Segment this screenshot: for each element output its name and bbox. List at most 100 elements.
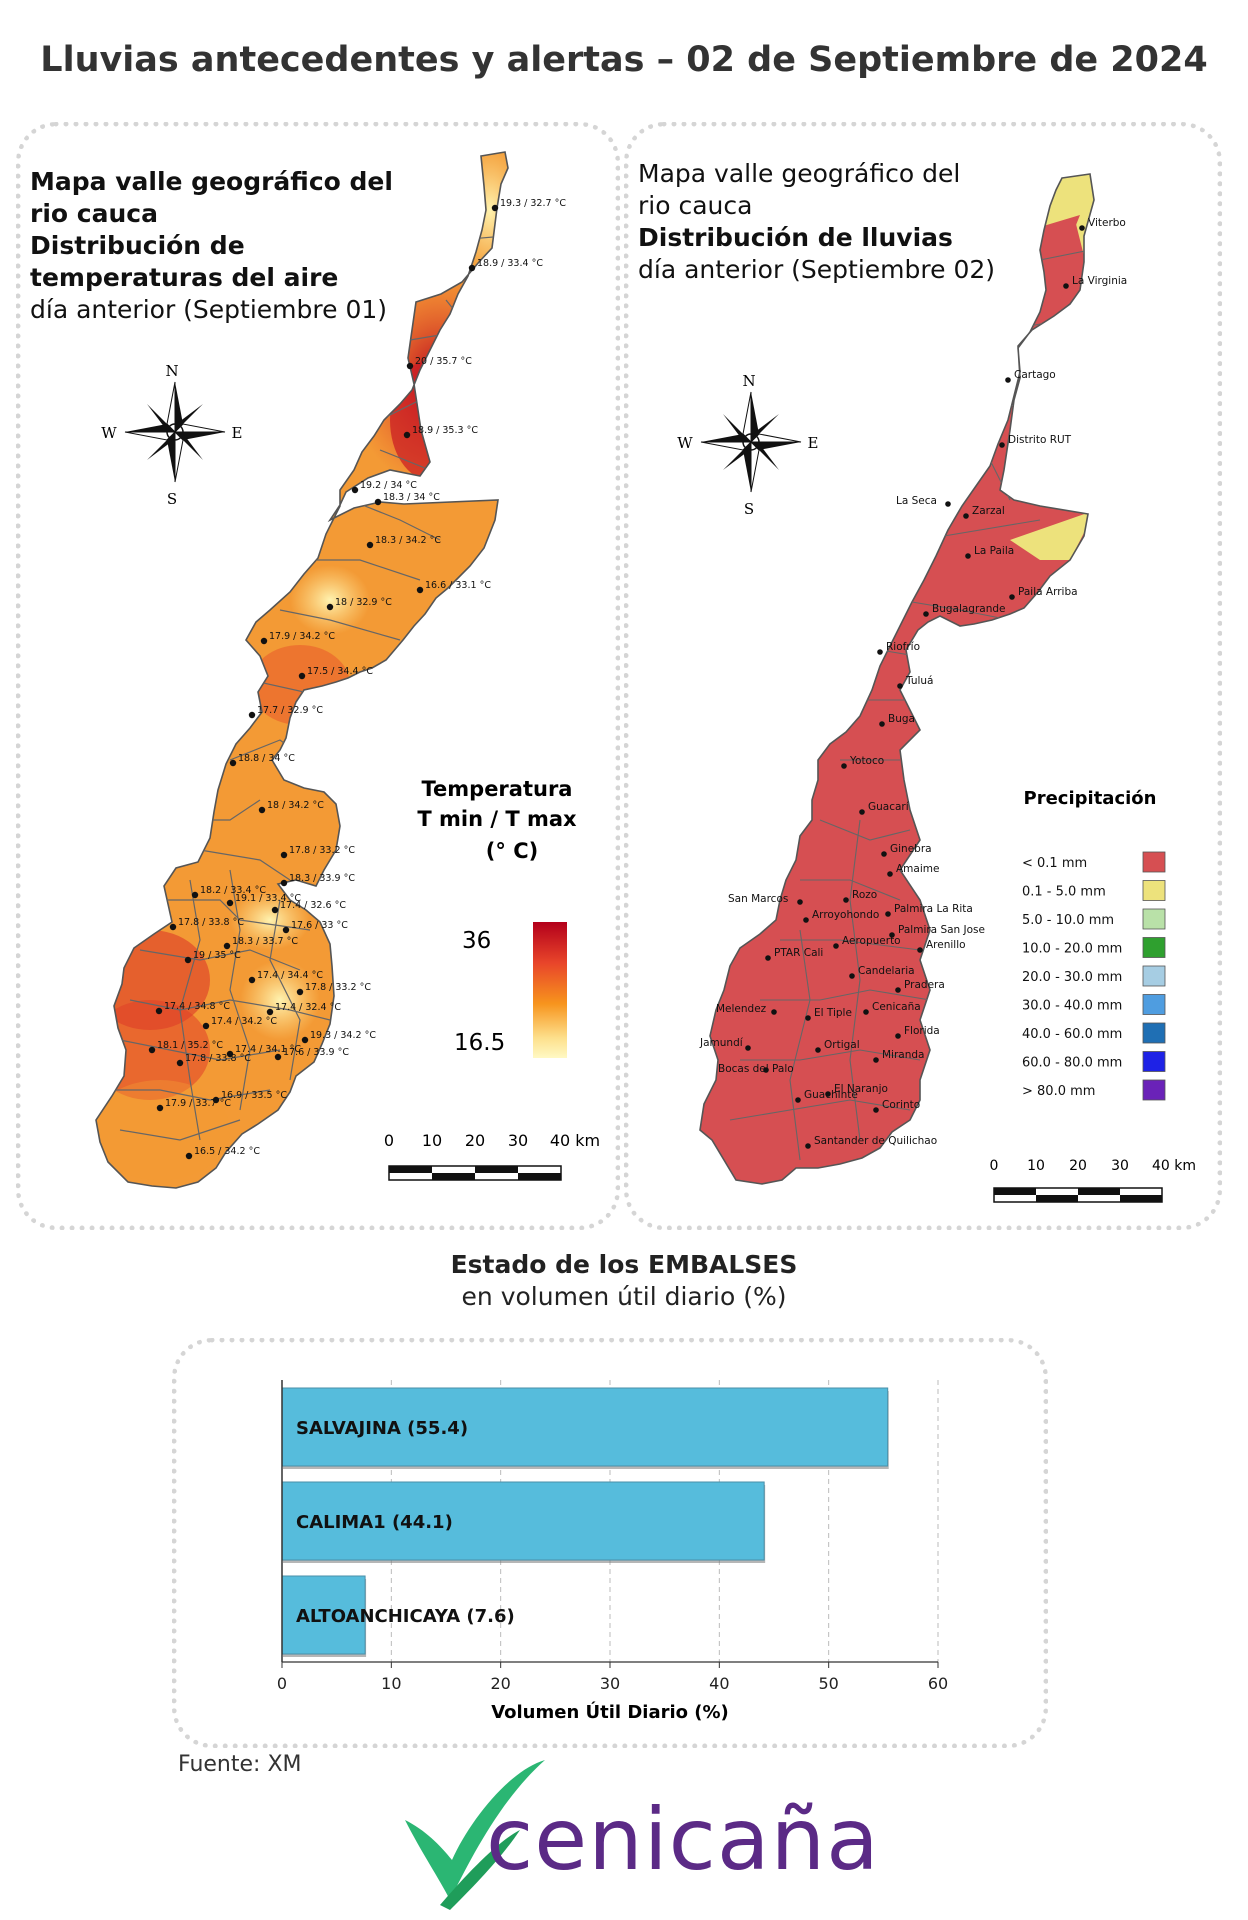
temperature-station-label: 18.9 / 35.3 °C (412, 425, 478, 436)
rain-station-label: Cartago (1014, 369, 1056, 381)
temperature-station-dot (274, 1053, 282, 1061)
temperature-station-dot (229, 759, 237, 767)
temperature-station-dot (416, 586, 424, 594)
temperature-station-dot (280, 851, 288, 859)
rain-station-dot (1009, 594, 1015, 600)
rain-station-label: Miranda (882, 1049, 924, 1061)
rain-legend-swatch (1142, 1022, 1166, 1044)
rain-legend-label: < 0.1 mm (1022, 856, 1087, 871)
rain-station-dot (877, 649, 883, 655)
rain-legend-swatch (1142, 965, 1166, 987)
reservoir-section-title: Estado de los EMBALSES (450, 1250, 798, 1279)
temperature-station-dot (491, 204, 499, 212)
temperature-station-dot (155, 1007, 163, 1015)
temperature-station-dot (403, 431, 411, 439)
rain-legend-label: 60.0 - 80.0 mm (1022, 1056, 1122, 1071)
valley-outline-right (699, 173, 1095, 1185)
temperature-station-label: 18.2 / 33.4 °C (200, 885, 266, 896)
rain-station-dot (745, 1045, 751, 1051)
temperature-station-dot (282, 926, 290, 934)
scale-bar-right: 0 10 20 30 40 km (990, 1158, 1196, 1203)
temperature-station-label: 17.4 / 34.8 °C (164, 1001, 230, 1012)
temperature-station-dot (156, 1104, 164, 1112)
rain-station-label: Riofrío (886, 641, 920, 653)
rainfall-map-title-line2: rio cauca (638, 191, 753, 220)
rain-station-dot (797, 899, 803, 905)
scale-right-0: 0 (990, 1158, 999, 1174)
temperature-station-label: 18.3 / 34.2 °C (375, 535, 441, 546)
rain-station-label: Paila Arriba (1018, 586, 1078, 598)
scale-right-20: 20 (1069, 1158, 1087, 1174)
temperature-station-label: 17.4 / 34.2 °C (211, 1016, 277, 1027)
rain-station-label: La Virginia (1072, 275, 1127, 287)
rain-station-dot (843, 897, 849, 903)
compass-e-label-right: E (808, 434, 819, 452)
rain-station-label: Yotoco (849, 755, 884, 767)
temp-legend-min: 16.5 (454, 1030, 505, 1056)
chart-bars: SALVAJINA (55.4) CALIMA1 (44.1) ALTOANCHIC… (281, 1387, 889, 1657)
temperature-station-label: 17.8 / 33.2 °C (305, 982, 371, 993)
temperature-station-dot (468, 264, 476, 272)
chart-tick-label: 20 (490, 1674, 510, 1693)
rain-legend-title: Precipitación (1024, 788, 1157, 809)
rain-station-dot (895, 987, 901, 993)
rain-legend-label: 10.0 - 20.0 mm (1022, 942, 1122, 957)
temperature-station-label: 17.9 / 33.7 °C (165, 1098, 231, 1109)
temperature-station-dot (351, 486, 359, 494)
rain-station-dot (803, 917, 809, 923)
temperature-station-dot (184, 956, 192, 964)
chart-tick-label: 30 (600, 1674, 620, 1693)
temperature-station-label: 17.4 / 32.4 °C (275, 1002, 341, 1013)
chart-tick-label: 50 (818, 1674, 838, 1693)
rain-station-label: Bugalagrande (932, 603, 1006, 615)
rainfall-map-date: día anterior (Septiembre 02) (638, 255, 996, 284)
scale-right-40: 40 km (1152, 1158, 1196, 1174)
rain-station-dot (1063, 283, 1069, 289)
temperature-station-dot (266, 1008, 274, 1016)
rain-station-label: Tuluá (905, 675, 933, 687)
rain-legend-label: 20.0 - 30.0 mm (1022, 970, 1122, 985)
rain-station-dot (887, 871, 893, 877)
temperature-station-label: 16.9 / 33.5 °C (221, 1090, 287, 1101)
chart-x-axis-label: Volumen Útil Diario (%) (491, 1701, 729, 1723)
rain-station-dot (873, 1057, 879, 1063)
temperature-station-label: 20 / 35.7 °C (415, 356, 472, 367)
temp-legend-title-2: T min / T max (417, 807, 577, 831)
rain-legend-swatch (1142, 880, 1166, 901)
rain-station-label: Viterbo (1088, 217, 1126, 229)
rain-legend-label: 0.1 - 5.0 mm (1022, 885, 1106, 900)
temp-legend-max: 36 (462, 928, 491, 954)
rain-station-label: Zarzal (972, 505, 1005, 517)
scale-left-10: 10 (422, 1131, 442, 1150)
compass-rose-right: N S E W (677, 372, 818, 518)
temperature-station-dot (248, 976, 256, 984)
compass-w-label: W (101, 424, 117, 442)
compass-e-label: E (232, 424, 243, 442)
temperature-map-title: Mapa valle geográfico del rio cauca Dist… (30, 166, 393, 326)
rain-station-dot (945, 501, 951, 507)
temperature-station-dot (301, 1036, 309, 1044)
temperature-station-label: 19.3 / 34.2 °C (310, 1030, 376, 1041)
temperature-station-dot (260, 637, 268, 645)
compass-n-label-right: N (742, 372, 755, 390)
temperature-station-dot (226, 1050, 234, 1058)
chart-tick-label: 40 (709, 1674, 729, 1693)
scale-right-10: 10 (1027, 1158, 1045, 1174)
temperature-station-label: 17.9 / 34.2 °C (269, 631, 335, 642)
temperature-station-dot (366, 541, 374, 549)
temperature-station-dot (176, 1059, 184, 1067)
rain-station-dot (805, 1015, 811, 1021)
temperature-station-label: 17.7 / 32.9 °C (257, 705, 323, 716)
rain-legend-swatch (1142, 1051, 1166, 1072)
rain-station-dot (795, 1097, 801, 1103)
temperature-map-title-line3: Distribución de (30, 231, 245, 260)
scale-left-20: 20 (465, 1131, 485, 1150)
chart-bar-label: SALVAJINA (55.4) (296, 1418, 468, 1439)
rain-station-dot (763, 1067, 769, 1073)
temperature-station-label: 18.8 / 34 °C (238, 753, 295, 764)
chart-bar-label: ALTOANCHICAYA (7.6) (296, 1606, 515, 1627)
temperature-station-dot (169, 923, 177, 931)
rain-station-dot (917, 947, 923, 953)
